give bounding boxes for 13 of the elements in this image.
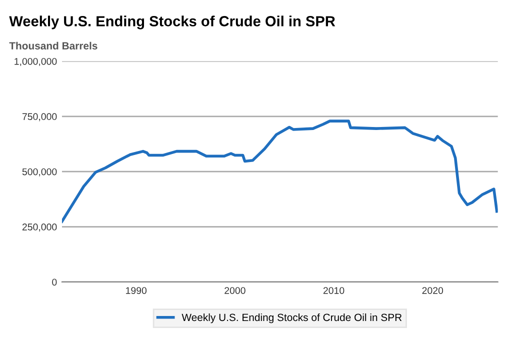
y-tick-label: 750,000 xyxy=(22,113,57,122)
x-tick-label: 2010 xyxy=(323,287,344,294)
line-series xyxy=(62,120,498,223)
y-tick-label: 500,000 xyxy=(22,168,57,176)
y-tick-label: 0 xyxy=(52,278,57,286)
chart-title: Weekly U.S. Ending Stocks of Crude Oil in SPR xyxy=(9,16,336,30)
x-tick-label: 2020 xyxy=(422,287,444,294)
y-axis-title: Thousand Barrels xyxy=(9,42,98,50)
x-tick-label: 1990 xyxy=(126,287,147,294)
x-tick-label: 2000 xyxy=(224,287,246,294)
y-tick-label: 1,000,000 xyxy=(14,58,57,66)
y-tick-label: 250,000 xyxy=(22,224,57,232)
legend-label: Weekly U.S. Ending Stocks of Crude Oil in SPR xyxy=(182,313,402,324)
